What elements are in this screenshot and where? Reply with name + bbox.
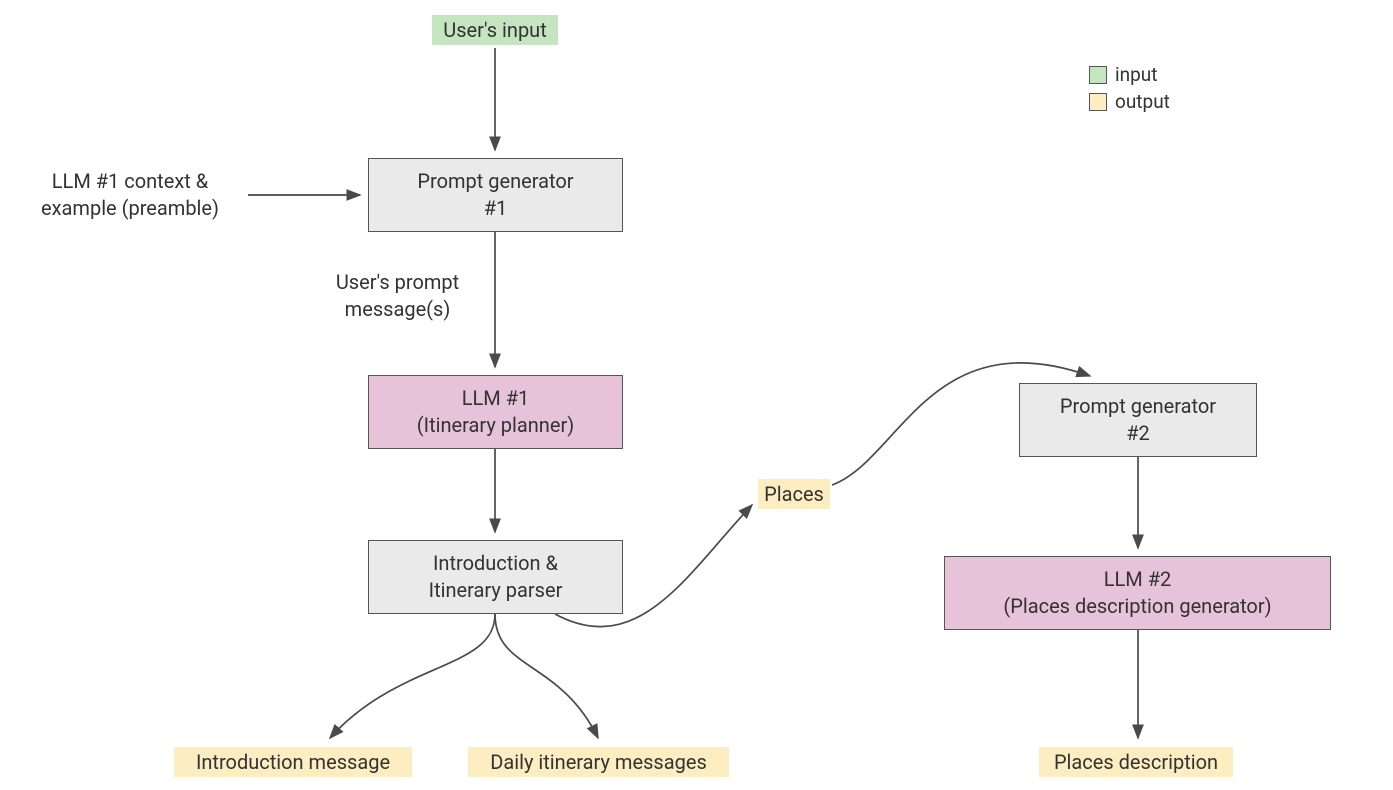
node-label: User's input	[443, 17, 547, 44]
node-daily-itinerary-messages: Daily itinerary messages	[468, 747, 729, 777]
legend-swatch-input	[1089, 66, 1107, 84]
node-label: LLM #1 context &example (preamble)	[41, 169, 219, 220]
node-user-input: User's input	[432, 15, 558, 45]
legend-item-output: output	[1089, 89, 1170, 116]
node-label: Prompt generator#1	[417, 168, 573, 222]
node-intro-itinerary-parser: Introduction &Itinerary parser	[368, 540, 623, 614]
node-label: LLM #2(Places description generator)	[1003, 566, 1271, 620]
node-label: Introduction message	[196, 749, 390, 776]
node-label: Prompt generator#2	[1060, 393, 1216, 447]
edge-label-users-prompt-messages: User's promptmessage(s)	[320, 269, 475, 329]
node-label: Places	[764, 481, 824, 508]
node-places-description: Places description	[1039, 747, 1233, 777]
legend-label: output	[1115, 89, 1170, 116]
node-llm-1-itinerary-planner: LLM #1(Itinerary planner)	[368, 375, 623, 449]
node-prompt-generator-1: Prompt generator#1	[368, 158, 623, 232]
label-llm1-context-preamble: LLM #1 context &example (preamble)	[15, 168, 245, 224]
node-prompt-generator-2: Prompt generator#2	[1019, 383, 1257, 457]
node-llm-2-places-description-generator: LLM #2(Places description generator)	[944, 556, 1331, 630]
node-label: Daily itinerary messages	[490, 749, 707, 776]
legend-label: input	[1115, 62, 1157, 89]
edge-e_parser_daily	[495, 614, 598, 738]
flowchart-canvas: User's input LLM #1 context &example (pr…	[0, 0, 1393, 790]
node-label: Introduction &Itinerary parser	[429, 550, 563, 604]
node-label: LLM #1(Itinerary planner)	[417, 385, 574, 439]
node-introduction-message: Introduction message	[174, 747, 412, 777]
edge-e_parser_intro	[330, 614, 495, 738]
legend-item-input: input	[1089, 62, 1170, 89]
node-label: User's promptmessage(s)	[336, 270, 459, 321]
legend-swatch-output	[1089, 93, 1107, 111]
node-places: Places	[758, 479, 830, 509]
node-label: Places description	[1054, 749, 1218, 776]
legend: input output	[1089, 62, 1170, 115]
